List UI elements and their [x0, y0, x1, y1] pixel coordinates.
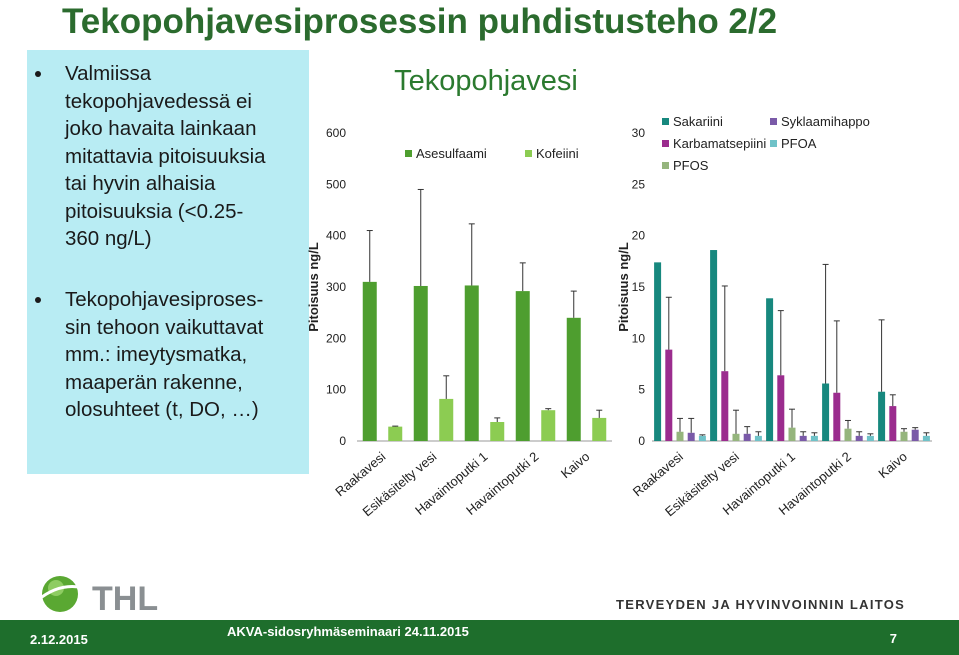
- chart-2-legend-entry: PFOS: [673, 158, 709, 173]
- chart-1-bar-kofeiini: [388, 426, 403, 441]
- chart-2-bar-syklaamihappo: [911, 429, 919, 441]
- chart-2-y-tick-label: 25: [632, 177, 646, 191]
- thl-logo: THL: [36, 570, 176, 625]
- bullet-line: Tekopohjavesiproses-: [65, 288, 264, 311]
- bullet-line: mm.: imeytysmatka,: [65, 343, 248, 366]
- chart-2-legend-swatch: [662, 140, 669, 147]
- chart-1-bar-kofeiini: [490, 422, 505, 441]
- organization-name: TERVEYDEN JA HYVINVOINNIN LAITOS: [616, 597, 906, 612]
- chart-2-legend-swatch: [770, 140, 777, 147]
- chart-1-bar-asesulfaami: [362, 281, 377, 441]
- bullet-line: olosuhteet (t, DO, …): [65, 398, 259, 421]
- chart-2-y-tick-label: 0: [638, 434, 645, 448]
- chart-2-legend-swatch: [662, 162, 669, 169]
- bullet-line: 360 ng/L): [65, 227, 152, 250]
- chart-2-bar-sakariini: [710, 250, 718, 441]
- bullet-line: Valmiissa: [65, 62, 152, 85]
- chart-2-bar-syklaamihappo: [855, 435, 863, 441]
- chart-1-legend-entry: Asesulfaami: [416, 146, 487, 161]
- bullet-1-text: Valmiissa tekopohjavedessä ei joko havai…: [65, 60, 266, 253]
- chart-1-bar-asesulfaami: [413, 285, 428, 441]
- chart-2-bar-pfoa: [866, 435, 874, 441]
- chart-2-bar-pfoa: [754, 435, 762, 441]
- chart-1-legend-swatch: [405, 150, 412, 157]
- chart-2-bar-pfos: [900, 431, 908, 441]
- chart-2-bar-syklaamihappo: [799, 435, 807, 441]
- bullet-2-text: Tekopohjavesiproses- sin tehoon vaikutta…: [65, 286, 263, 424]
- chart-2-bar-karbamatsepiini: [721, 371, 729, 441]
- chart-2-category-label: Raakavesi: [630, 449, 686, 500]
- bullet-line: joko havaita lainkaan: [65, 117, 257, 140]
- chart-1-y-tick-label: 200: [326, 331, 346, 345]
- chart-2-bar-karbamatsepiini: [665, 349, 673, 441]
- chart-1-y-tick-label: 300: [326, 280, 346, 294]
- thl-logo-text: THL: [92, 580, 158, 618]
- chart-2-legend-entry: Syklaamihappo: [781, 114, 870, 129]
- chart-2-bar-karbamatsepiini: [777, 375, 785, 441]
- chart-2-legend-swatch: [770, 118, 777, 125]
- bullet-line: maaperän rakenne,: [65, 370, 243, 394]
- bullet-dot-icon: [35, 71, 41, 77]
- chart-2-bar-pfoa: [698, 435, 706, 441]
- chart-2-bar-syklaamihappo: [743, 433, 751, 441]
- bullet-line: sin tehoon vaikuttavat: [65, 315, 264, 339]
- slide-title: Tekopohjavesiprosessin puhdistusteho 2/2: [62, 2, 778, 41]
- chart-2-y-tick-label: 15: [632, 280, 646, 294]
- chart-1-legend-swatch: [525, 150, 532, 157]
- footer-date: 2.12.2015: [30, 632, 88, 647]
- bullet-line: tekopohjavedessä ei: [65, 89, 252, 113]
- page-number: 7: [889, 631, 897, 646]
- chart-2-y-axis-label: Pitoisuus ng/L: [616, 242, 631, 332]
- bullet-line: pitoisuuksia (<0.25-: [65, 199, 244, 223]
- bullet-dot-icon: [35, 297, 41, 303]
- chart-2-bar-pfos: [676, 431, 684, 441]
- chart-1-y-tick-label: 600: [326, 126, 346, 140]
- chart-2-bar-pfos: [844, 428, 852, 441]
- bullet-box: Valmiissa tekopohjavedessä ei joko havai…: [27, 50, 309, 474]
- chart-2-legend-entry: PFOA: [781, 136, 817, 151]
- chart-2-category-label: Kaivo: [875, 449, 910, 481]
- bullet-line: tai hyvin alhaisia: [65, 172, 216, 195]
- chart-1-y-axis-label: Pitoisuus ng/L: [306, 242, 321, 332]
- chart-2-legend-entry: Sakariini: [673, 114, 723, 129]
- chart-2-bar-pfos: [788, 427, 796, 441]
- chart-2-bar-syklaamihappo: [687, 432, 695, 441]
- chart-2-bar-karbamatsepiini: [889, 406, 897, 441]
- chart-2-y-tick-label: 20: [632, 229, 646, 243]
- chart-1-y-tick-label: 400: [326, 229, 346, 243]
- chart-2-bar-pfos: [732, 433, 740, 441]
- footer-bar: 2.12.2015 AKVA-sidosryhmäseminaari 24.11…: [0, 620, 959, 655]
- chart-1-category-label: Kaivo: [558, 449, 593, 481]
- chart-1-title: Tekopohjavesi: [394, 65, 578, 97]
- chart-1-y-tick-label: 100: [326, 383, 346, 397]
- chart-2-bar-sakariini: [822, 383, 830, 441]
- chart-2-bar-sakariini: [878, 391, 886, 441]
- chart-1-bar-kofeiini: [592, 417, 607, 441]
- chart-1-bar-kofeiini: [541, 410, 556, 441]
- chart-2-legend-entry: Karbamatsepiini: [673, 136, 766, 151]
- chart-1-bar-asesulfaami: [464, 285, 479, 441]
- chart-2-legend-swatch: [662, 118, 669, 125]
- chart-2-bar-sakariini: [654, 262, 662, 441]
- chart-1-bar-asesulfaami: [566, 317, 581, 441]
- footer-seminar: AKVA-sidosryhmäseminaari 24.11.2015: [227, 624, 469, 639]
- chart-2-bar-karbamatsepiini: [833, 392, 841, 441]
- chart-2-y-tick-label: 5: [638, 383, 645, 397]
- chart-2-bar-pfoa: [810, 435, 818, 441]
- chart-1-bar-kofeiini: [439, 398, 454, 441]
- chart-1-y-tick-label: 0: [339, 434, 346, 448]
- chart-1-bar-asesulfaami: [515, 291, 530, 441]
- bullet-line: mitattavia pitoisuuksia: [65, 144, 266, 168]
- chart-1-y-tick-label: 500: [326, 177, 346, 191]
- chart-1-legend-entry: Kofeiini: [536, 146, 579, 161]
- chart-2-bar-pfoa: [922, 435, 930, 441]
- chart-2-y-tick-label: 30: [632, 126, 646, 140]
- chart-2-y-tick-label: 10: [632, 331, 646, 345]
- chart-2-bar-sakariini: [766, 298, 774, 441]
